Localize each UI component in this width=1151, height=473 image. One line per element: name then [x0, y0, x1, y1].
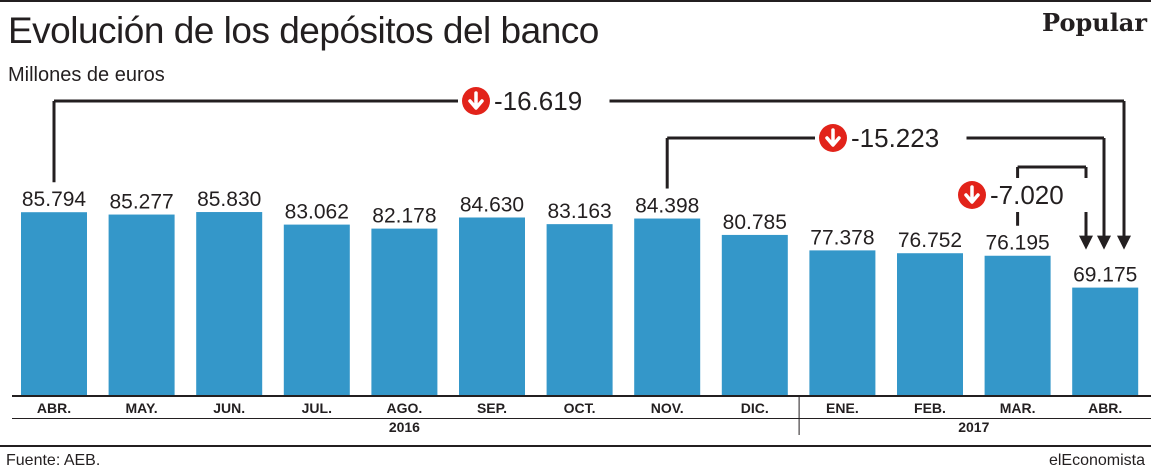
- category-label: SEP.: [477, 400, 507, 416]
- category-label: ABR.: [37, 400, 71, 416]
- bar: [721, 234, 788, 395]
- down-arrow-glyph: [468, 91, 484, 110]
- credit-label: elEconomista: [1048, 452, 1145, 469]
- bar: [21, 212, 87, 395]
- category-label: JUL.: [302, 400, 332, 416]
- bar-value-label: 85.830: [197, 188, 261, 211]
- category-label: MAR.: [1000, 400, 1036, 416]
- bar-value-label: 84.630: [460, 193, 524, 216]
- bar-value-label: 77.378: [810, 226, 874, 249]
- bar: [283, 224, 350, 395]
- bar-value-label: 76.752: [898, 229, 962, 252]
- source-label: Fuente: AEB.: [6, 452, 101, 469]
- bar: [196, 212, 263, 395]
- category-label: FEB.: [914, 400, 946, 416]
- category-label: OCT.: [564, 400, 596, 416]
- brand-label: Popular: [1042, 8, 1147, 37]
- bar-value-label: 83.062: [285, 201, 349, 224]
- year-label: 2017: [958, 419, 989, 435]
- bar: [546, 224, 613, 395]
- category-label: DIC.: [741, 400, 769, 416]
- category-label: ENE.: [826, 400, 859, 416]
- annotation-label: -15.223: [851, 123, 939, 153]
- bar-value-label: 84.398: [635, 195, 699, 218]
- bar-value-label: 85.794: [22, 188, 87, 211]
- x-axis-line: [12, 395, 1151, 397]
- category-label: AGO.: [387, 400, 423, 416]
- category-label: JUN.: [213, 400, 245, 416]
- bar: [459, 217, 525, 395]
- chart-title: Evolución de los depósitos del banco: [8, 10, 599, 51]
- bar: [634, 218, 701, 395]
- down-arrow-glyph: [964, 185, 980, 204]
- bar-value-label: 80.785: [723, 211, 787, 234]
- category-label: ABR.: [1088, 400, 1122, 416]
- connector-arrowhead: [1097, 235, 1111, 250]
- top-rule: [0, 0, 1151, 2]
- year-divider-line: [12, 418, 1151, 419]
- footer-rule: [0, 445, 1151, 447]
- bar-value-label: 69.175: [1073, 264, 1137, 287]
- connector-arrowhead: [1079, 235, 1093, 250]
- category-label: NOV.: [651, 400, 684, 416]
- bar-value-label: 83.163: [547, 200, 611, 223]
- year-separator: [798, 397, 800, 435]
- annotation-label: -7.020: [990, 180, 1064, 210]
- annotation-label: -16.619: [494, 86, 582, 116]
- year-label: 2016: [389, 419, 420, 435]
- down-arrow-glyph: [825, 128, 841, 147]
- bar-value-label: 82.178: [372, 205, 436, 228]
- bar: [897, 253, 963, 395]
- bar-value-label: 76.195: [985, 232, 1049, 255]
- connector-arrowhead: [1117, 235, 1131, 250]
- chart-subtitle: Millones de euros: [8, 64, 165, 86]
- bar: [371, 228, 438, 395]
- bar: [984, 255, 1051, 395]
- bar: [108, 214, 175, 395]
- bar-value-label: 85.277: [109, 191, 173, 214]
- bar: [1072, 287, 1139, 395]
- bar: [809, 250, 876, 395]
- category-label: MAY.: [126, 400, 158, 416]
